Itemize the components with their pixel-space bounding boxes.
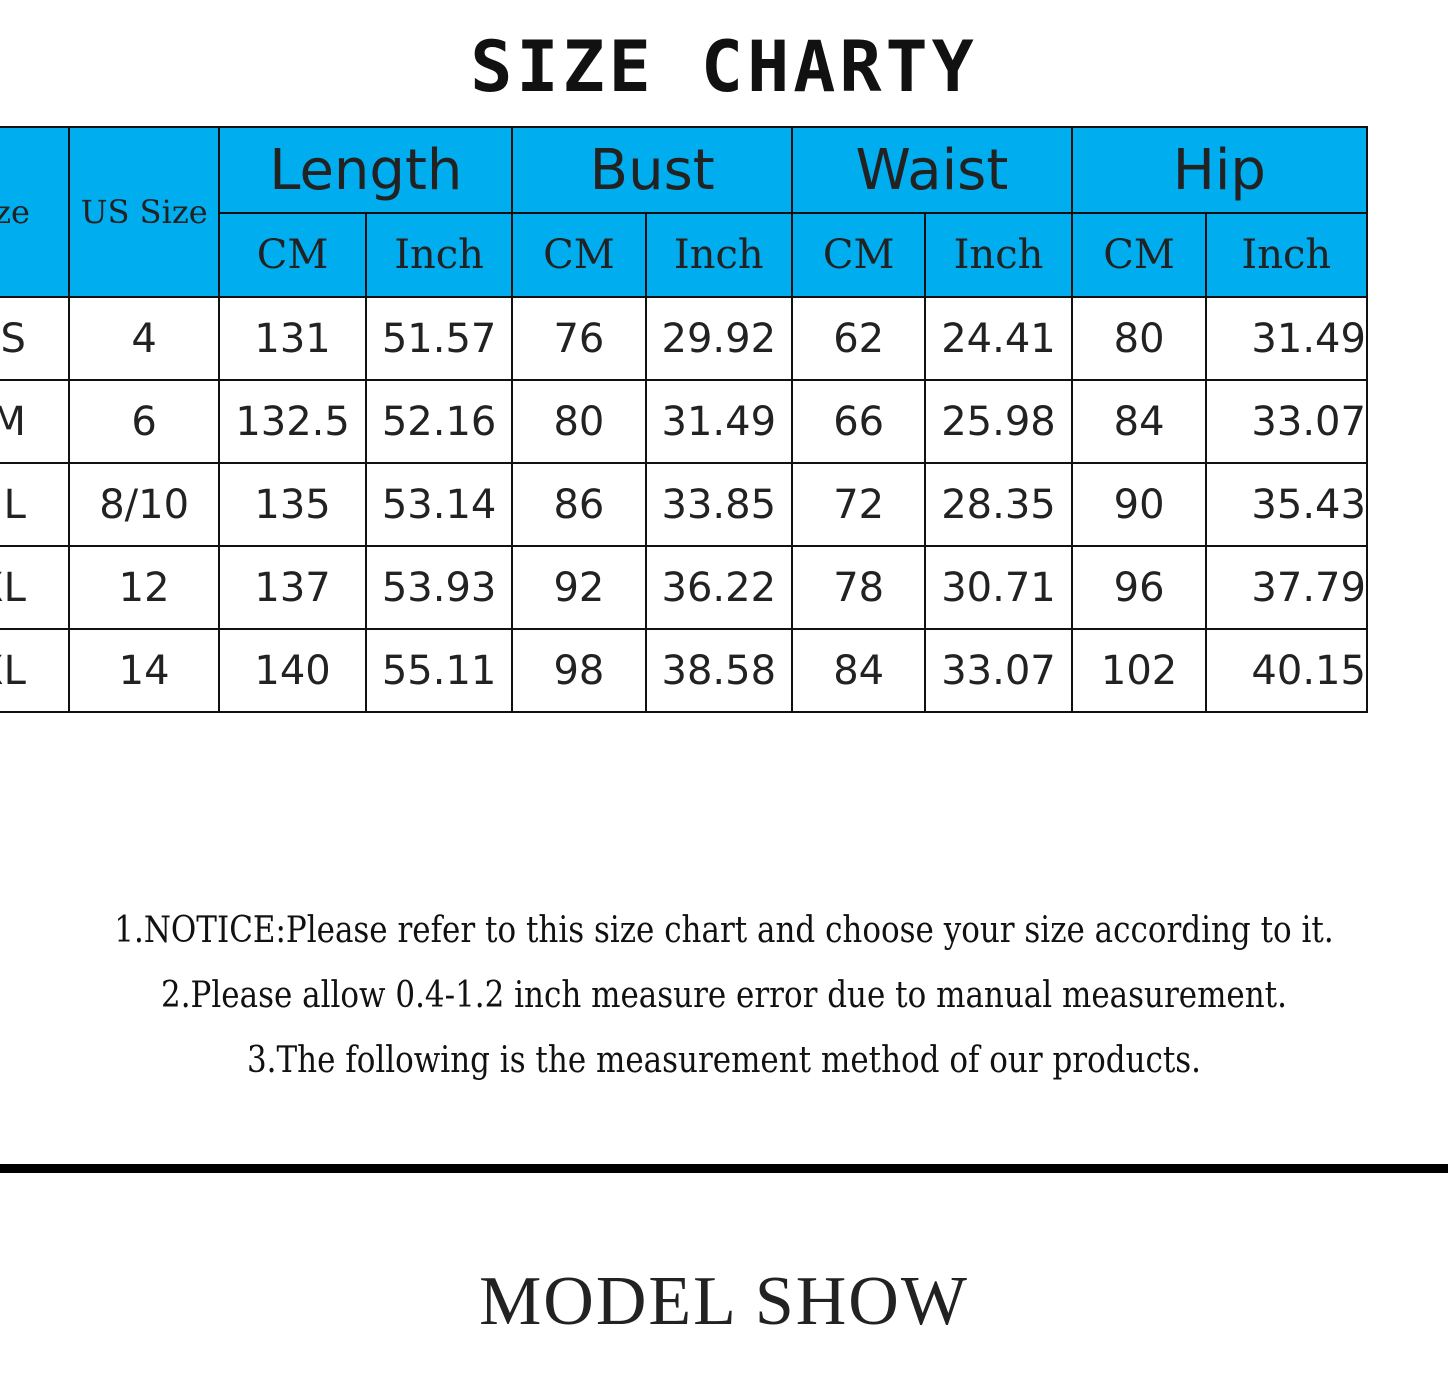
bust-cm-cell: 98 xyxy=(511,628,647,713)
length-inch-cell: 53.14 xyxy=(364,462,514,547)
bust-inch-cell: 38.58 xyxy=(644,628,794,713)
size-chart-table: Size US Size Length Bust Waist Hip CM In… xyxy=(0,126,1369,713)
waist-inch-cell: 24.41 xyxy=(924,296,1073,381)
bust-inch-cell: 29.92 xyxy=(644,296,794,381)
hip-cm-cell: 90 xyxy=(1070,462,1208,547)
hip-inch-header: Inch xyxy=(1205,212,1368,298)
hip-header: Hip xyxy=(1070,126,1369,214)
table-row: S 4 131 51.57 76 29.92 62 24.41 80 31.49 xyxy=(0,296,1368,381)
length-inch-cell: 53.93 xyxy=(364,545,514,630)
note-measure-error: 2.Please allow 0.4-1.2 inch measure erro… xyxy=(161,975,1287,1016)
us-size-cell: 14 xyxy=(67,628,221,713)
table-row: L 8/10 135 53.14 86 33.85 72 28.35 90 35… xyxy=(0,462,1368,547)
length-inch-cell: 52.16 xyxy=(364,379,514,464)
hip-cm-cell: 96 xyxy=(1070,545,1208,630)
size-cell: L xyxy=(0,462,70,547)
model-show-heading: MODEL SHOW xyxy=(479,1263,969,1340)
note-measurement-method: 3.The following is the measurement metho… xyxy=(246,1040,1202,1081)
us-size-cell: 6 xyxy=(67,379,221,464)
bust-cm-header: CM xyxy=(511,212,647,298)
table-row: M 6 132.5 52.16 80 31.49 66 25.98 84 33.… xyxy=(0,379,1368,464)
table-row: XL 12 137 53.93 92 36.22 78 30.71 96 37.… xyxy=(0,545,1368,630)
length-cm-header: CM xyxy=(218,212,367,298)
waist-cm-cell: 78 xyxy=(791,545,927,630)
waist-cm-cell: 84 xyxy=(791,628,927,713)
length-cm-cell: 132.5 xyxy=(218,379,367,464)
size-cell: S xyxy=(0,296,70,381)
waist-inch-cell: 28.35 xyxy=(924,462,1073,547)
hip-cm-cell: 102 xyxy=(1070,628,1208,713)
waist-cm-cell: 72 xyxy=(791,462,927,547)
waist-cm-header: CM xyxy=(791,212,927,298)
hip-inch-cell: 35.43 xyxy=(1205,462,1368,547)
length-inch-header: Inch xyxy=(364,212,514,298)
hip-cm-cell: 84 xyxy=(1070,379,1208,464)
waist-cm-cell: 66 xyxy=(791,379,927,464)
section-divider xyxy=(0,1164,1448,1173)
bust-header: Bust xyxy=(511,126,794,214)
us-size-cell: 8/10 xyxy=(67,462,221,547)
us-size-cell: 4 xyxy=(67,296,221,381)
waist-cm-cell: 62 xyxy=(791,296,927,381)
table-header-row-units: CM Inch CM Inch CM Inch CM Inch xyxy=(0,212,1368,298)
hip-inch-cell: 37.79 xyxy=(1205,545,1368,630)
length-cm-cell: 140 xyxy=(218,628,367,713)
length-cm-cell: 131 xyxy=(218,296,367,381)
bust-inch-cell: 31.49 xyxy=(644,379,794,464)
length-cm-cell: 135 xyxy=(218,462,367,547)
size-header: Size xyxy=(0,126,70,298)
size-cell: M xyxy=(0,379,70,464)
table-row: XXL 14 140 55.11 98 38.58 84 33.07 102 4… xyxy=(0,628,1368,713)
us-size-header: US Size xyxy=(67,126,221,298)
hip-inch-cell: 33.07 xyxy=(1205,379,1368,464)
hip-inch-cell: 40.15 xyxy=(1205,628,1368,713)
bust-cm-cell: 76 xyxy=(511,296,647,381)
waist-header: Waist xyxy=(791,126,1073,214)
hip-cm-header: CM xyxy=(1070,212,1208,298)
length-cm-cell: 137 xyxy=(218,545,367,630)
note-notice: 1.NOTICE:Please refer to this size chart… xyxy=(114,910,1334,951)
hip-inch-cell: 31.49 xyxy=(1205,296,1368,381)
bust-inch-cell: 33.85 xyxy=(644,462,794,547)
bust-cm-cell: 92 xyxy=(511,545,647,630)
page-title: SIZE CHARTY xyxy=(470,26,978,108)
waist-inch-cell: 25.98 xyxy=(924,379,1073,464)
length-inch-cell: 55.11 xyxy=(364,628,514,713)
table-header-row-groups: Size US Size Length Bust Waist Hip xyxy=(0,126,1369,298)
hip-cm-cell: 80 xyxy=(1070,296,1208,381)
waist-inch-cell: 33.07 xyxy=(924,628,1073,713)
bust-cm-cell: 80 xyxy=(511,379,647,464)
bust-cm-cell: 86 xyxy=(511,462,647,547)
length-inch-cell: 51.57 xyxy=(364,296,514,381)
length-header: Length xyxy=(218,126,514,214)
waist-inch-header: Inch xyxy=(924,212,1073,298)
waist-inch-cell: 30.71 xyxy=(924,545,1073,630)
size-cell: XXL xyxy=(0,628,70,713)
us-size-cell: 12 xyxy=(67,545,221,630)
size-chart-table-container: Size US Size Length Bust Waist Hip CM In… xyxy=(0,126,1448,720)
notes-section: 1.NOTICE:Please refer to this size chart… xyxy=(0,898,1448,1093)
bust-inch-header: Inch xyxy=(644,212,794,298)
size-cell: XL xyxy=(0,545,70,630)
bust-inch-cell: 36.22 xyxy=(644,545,794,630)
